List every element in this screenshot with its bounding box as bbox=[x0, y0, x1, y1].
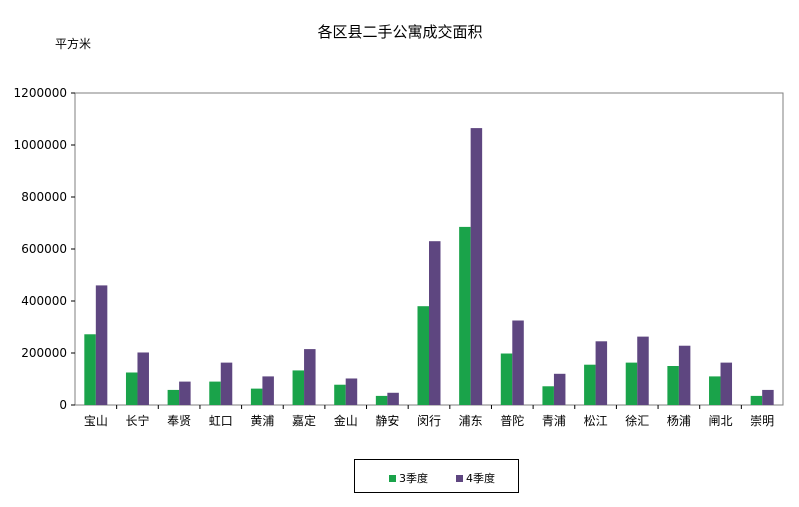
legend-label-series-2: 4季度 bbox=[466, 472, 495, 485]
bar bbox=[417, 306, 429, 405]
x-category-label: 徐汇 bbox=[625, 413, 649, 428]
bar bbox=[84, 334, 96, 405]
x-category-label: 宝山 bbox=[84, 414, 108, 428]
bar bbox=[209, 381, 221, 405]
bar bbox=[95, 285, 108, 405]
x-category-label: 普陀 bbox=[500, 413, 524, 428]
bar bbox=[220, 362, 233, 405]
y-tick-label: 1000000 bbox=[14, 138, 67, 152]
bar bbox=[637, 336, 649, 405]
bar bbox=[584, 364, 596, 405]
x-category-label: 松江 bbox=[584, 414, 608, 428]
bar bbox=[709, 376, 721, 405]
x-category-label: 青浦 bbox=[542, 414, 566, 428]
bar bbox=[750, 395, 763, 405]
x-category-label: 杨浦 bbox=[667, 413, 691, 428]
bar bbox=[375, 395, 388, 405]
y-tick-label: 400000 bbox=[21, 294, 67, 308]
y-tick-label: 200000 bbox=[21, 346, 67, 360]
x-category-label: 闵行 bbox=[417, 413, 441, 428]
bar bbox=[542, 386, 554, 405]
y-tick-label: 1200000 bbox=[14, 86, 67, 100]
bar bbox=[762, 389, 774, 405]
x-category-label: 金山 bbox=[334, 413, 358, 428]
bar bbox=[345, 378, 358, 405]
y-tick-label: 800000 bbox=[21, 190, 67, 204]
legend-item-series-1: 3季度 bbox=[389, 470, 428, 486]
bar bbox=[595, 341, 608, 405]
bar bbox=[678, 345, 691, 405]
chart-title: 各区县二手公寓成交面积 bbox=[317, 23, 482, 41]
x-category-label: 虹口 bbox=[209, 414, 233, 428]
x-category-label: 嘉定 bbox=[292, 413, 316, 428]
bar bbox=[304, 349, 316, 405]
bar bbox=[387, 392, 399, 405]
x-category-label: 浦东 bbox=[459, 414, 483, 428]
x-category-label: 奉贤 bbox=[167, 414, 191, 428]
bar bbox=[553, 373, 566, 405]
bar bbox=[250, 388, 263, 405]
legend-item-series-2: 4季度 bbox=[456, 470, 495, 486]
bar bbox=[512, 320, 524, 405]
bar bbox=[429, 241, 441, 405]
bar bbox=[720, 362, 733, 405]
legend-swatch-series-2 bbox=[456, 474, 463, 482]
y-axis-unit-label: 平方米 bbox=[55, 36, 91, 51]
y-tick-label: 0 bbox=[59, 398, 67, 412]
bar bbox=[262, 376, 274, 405]
x-category-label: 长宁 bbox=[125, 413, 149, 428]
x-category-label: 闸北 bbox=[709, 414, 733, 428]
x-category-label: 崇明 bbox=[750, 414, 774, 428]
bar bbox=[625, 362, 638, 405]
bar bbox=[470, 128, 483, 405]
bar bbox=[334, 384, 346, 405]
bar bbox=[179, 381, 191, 405]
bar bbox=[125, 372, 138, 405]
bar bbox=[667, 366, 679, 405]
bar bbox=[292, 370, 305, 405]
y-tick-label: 600000 bbox=[21, 242, 67, 256]
legend-swatch-series-1 bbox=[389, 474, 396, 482]
bar bbox=[137, 352, 149, 405]
bar bbox=[459, 226, 471, 405]
x-category-label: 黄浦 bbox=[250, 414, 274, 428]
x-category-label: 静安 bbox=[375, 413, 399, 428]
bar bbox=[167, 389, 180, 405]
plot-area: 0 200000 400000 600000 800000 1000000 1200000 宝… bbox=[14, 86, 784, 428]
legend-label-series-1: 3季度 bbox=[399, 472, 428, 485]
legend: 3季度 4季度 bbox=[354, 459, 519, 493]
bar bbox=[500, 353, 513, 405]
